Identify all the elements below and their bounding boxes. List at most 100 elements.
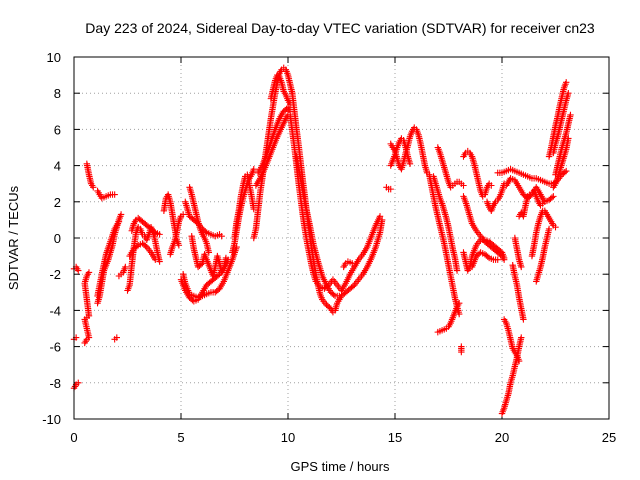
data-point <box>75 379 82 386</box>
data-point <box>133 243 140 250</box>
data-point <box>520 316 527 323</box>
series-arc-25 <box>252 111 292 189</box>
series-arc-20 <box>186 184 213 256</box>
x-tick-label: 10 <box>281 430 295 445</box>
x-tick-label: 20 <box>495 430 509 445</box>
data-point <box>563 167 570 175</box>
y-tick-label: -8 <box>49 376 61 391</box>
series-arc-35 <box>430 173 461 274</box>
data-point <box>349 283 357 290</box>
data-point <box>548 194 556 201</box>
data-point <box>152 256 159 263</box>
data-point <box>156 258 163 265</box>
data-point <box>122 263 129 271</box>
series-arc-51 <box>528 207 559 260</box>
series-arc-54 <box>550 90 572 157</box>
series-arc-56 <box>550 135 572 191</box>
series-arc-37 <box>434 299 463 336</box>
data-point <box>349 260 356 267</box>
y-axis-label: SDTVAR / TECUs <box>6 185 21 290</box>
data-points <box>70 64 574 417</box>
data-point <box>518 334 525 341</box>
data-point <box>115 218 123 225</box>
series-arc-8 <box>94 218 123 300</box>
data-point <box>406 160 414 167</box>
data-point <box>488 182 495 189</box>
y-tick-label: 6 <box>54 122 61 137</box>
series-arc-31 <box>383 184 394 193</box>
data-point <box>456 299 463 307</box>
series-arc-9 <box>111 334 120 343</box>
series-arc-39 <box>460 147 495 200</box>
data-point <box>550 193 557 200</box>
data-point <box>75 267 82 274</box>
data-point <box>539 200 546 207</box>
data-point <box>518 263 525 271</box>
x-tick-label: 25 <box>602 430 616 445</box>
data-point <box>567 111 574 119</box>
data-point <box>113 334 120 341</box>
data-point <box>142 242 149 250</box>
series-arc-1 <box>70 263 82 274</box>
plot-frame <box>73 56 610 420</box>
data-point <box>453 267 461 274</box>
x-tick-label: 5 <box>177 430 184 445</box>
data-point <box>218 232 225 240</box>
data-point <box>376 213 384 220</box>
y-axis-ticks: 10 8 6 4 2 0 -2 -4 -6 -8 -10 <box>42 50 609 427</box>
series-arc-41 <box>460 236 508 274</box>
x-tick-label: 0 <box>70 430 77 445</box>
data-point <box>175 242 183 249</box>
chart-title: Day 223 of 2024, Sidereal Day-to-day VTE… <box>85 20 595 36</box>
data-point <box>565 90 572 97</box>
data-point <box>111 191 118 198</box>
y-tick-label: -4 <box>49 303 61 318</box>
x-axis-label: GPS time / hours <box>291 459 390 474</box>
data-point <box>552 223 559 231</box>
series-arc-6 <box>94 187 118 202</box>
data-point <box>117 211 125 218</box>
series-arc-38 <box>458 343 465 356</box>
x-axis-ticks: 0 5 10 15 20 25 <box>70 57 616 445</box>
data-point <box>250 166 257 173</box>
series-arc-22 <box>231 171 257 242</box>
series-arc-48 <box>509 261 527 323</box>
data-point <box>458 348 465 356</box>
series-arc-3 <box>70 379 82 392</box>
series-arc-49 <box>511 234 525 271</box>
series-arc-52 <box>533 225 553 285</box>
series-arc-12 <box>128 214 163 238</box>
data-point <box>156 231 163 238</box>
series-arc-34 <box>426 171 463 318</box>
data-point <box>205 249 213 256</box>
series-arc-36 <box>434 144 467 191</box>
y-tick-label: -6 <box>49 340 61 355</box>
y-tick-label: 2 <box>54 195 61 210</box>
data-point <box>494 256 501 263</box>
series-arc-4 <box>81 269 93 347</box>
data-point <box>565 135 572 142</box>
data-point <box>460 182 467 189</box>
y-tick-label: -2 <box>49 267 61 282</box>
series-arc-15 <box>167 211 187 258</box>
y-tick-label: 4 <box>54 159 61 174</box>
data-point <box>500 254 508 262</box>
data-point <box>336 292 343 300</box>
series-arc-19 <box>188 232 230 280</box>
data-point <box>515 357 523 365</box>
data-point <box>387 185 394 193</box>
series-arc-29 <box>293 153 343 300</box>
data-point <box>484 253 491 260</box>
data-point <box>561 169 568 176</box>
data-point <box>202 228 209 235</box>
x-tick-label: 15 <box>388 430 402 445</box>
y-tick-label: 0 <box>54 231 61 246</box>
series-arc-47 <box>500 316 523 365</box>
series-arc-30 <box>340 258 356 271</box>
y-tick-label: 8 <box>54 86 61 101</box>
data-point <box>214 272 222 279</box>
data-point <box>150 228 158 235</box>
data-point <box>330 291 337 298</box>
series-arc-10 <box>115 263 129 280</box>
